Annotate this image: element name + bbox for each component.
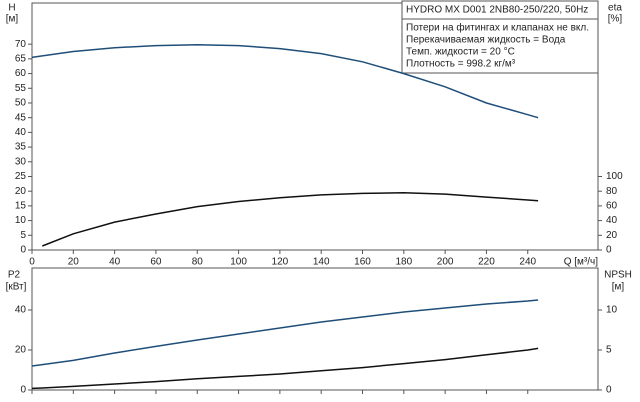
y-tick-label: 65 bbox=[15, 54, 27, 65]
y-tick-label: 30 bbox=[15, 156, 27, 167]
y2-tick-label: 100 bbox=[606, 171, 623, 182]
y2-tick-label: 60 bbox=[606, 201, 618, 212]
info-line: Темп. жидкости = 20 °C bbox=[406, 47, 515, 58]
top-frame bbox=[31, 2, 599, 251]
y2-unit: [м] bbox=[612, 282, 625, 293]
y-tick-label: 50 bbox=[15, 98, 27, 109]
y-tick-label: 35 bbox=[15, 142, 27, 153]
x-tick-label: 200 bbox=[437, 257, 454, 268]
y2-tick-label: 5 bbox=[606, 345, 612, 356]
x-tick-label: 240 bbox=[519, 257, 536, 268]
y-tick-label: 70 bbox=[15, 39, 27, 50]
x-tick-label: 180 bbox=[395, 257, 412, 268]
bottom-frame bbox=[31, 267, 599, 391]
y2-tick-label: 80 bbox=[606, 186, 618, 197]
y2-unit: [%] bbox=[608, 14, 623, 25]
y-unit: [м] bbox=[6, 14, 19, 25]
x-tick-label: 40 bbox=[109, 257, 121, 268]
x-tick-label: 60 bbox=[150, 257, 162, 268]
curve bbox=[31, 347, 539, 390]
y-tick-label: 20 bbox=[15, 186, 27, 197]
y2-tick-label: 20 bbox=[606, 230, 618, 241]
y-tick-label: 45 bbox=[15, 112, 27, 123]
x-tick-label: 80 bbox=[192, 257, 204, 268]
y-tick-label: 40 bbox=[15, 127, 27, 138]
info-box bbox=[401, 18, 599, 74]
x-tick-label: 100 bbox=[230, 257, 247, 268]
y2-tick-label: 10 bbox=[606, 305, 618, 316]
x-tick-label: 220 bbox=[478, 257, 495, 268]
y-tick-label: 10 bbox=[15, 215, 27, 226]
y-label: P2 bbox=[8, 270, 21, 281]
y-unit: [кВт] bbox=[6, 282, 27, 293]
x-tick-label: 20 bbox=[68, 257, 80, 268]
y2-tick-label: 40 bbox=[606, 215, 618, 226]
y-tick-label: 0 bbox=[20, 385, 26, 396]
curve bbox=[31, 44, 539, 119]
info-title: HYDRO MX D001 2NB80-250/220, 50Hz bbox=[406, 5, 588, 16]
y2-label: eta bbox=[608, 3, 622, 14]
y-label: H bbox=[8, 3, 15, 14]
y-tick-label: 5 bbox=[20, 230, 26, 241]
y-tick-label: 15 bbox=[15, 201, 27, 212]
info-line: Потери на фитингах и клапанах не вкл. bbox=[406, 22, 589, 34]
curve bbox=[31, 299, 539, 367]
y2-tick-label: 0 bbox=[606, 245, 612, 256]
y-tick-label: 0 bbox=[20, 245, 26, 256]
info-line: Плотность = 998.2 кг/м³ bbox=[406, 59, 516, 70]
x-label: Q [м³/ч] bbox=[564, 257, 599, 268]
y-tick-label: 55 bbox=[15, 83, 27, 94]
y2-tick-label: 0 bbox=[606, 385, 612, 396]
curve bbox=[42, 191, 539, 247]
y-tick-label: 25 bbox=[15, 171, 27, 182]
x-tick-label: 160 bbox=[354, 257, 371, 268]
x-tick-label: 0 bbox=[29, 257, 35, 268]
x-tick-label: 140 bbox=[313, 257, 330, 268]
y-tick-label: 60 bbox=[15, 68, 27, 79]
y-tick-label: 20 bbox=[15, 345, 27, 356]
info-line: Перекачиваемая жидкость = Вода bbox=[406, 35, 566, 46]
y-tick-label: 40 bbox=[15, 305, 27, 316]
y2-label: NPSH bbox=[604, 270, 632, 281]
x-tick-label: 120 bbox=[272, 257, 289, 268]
